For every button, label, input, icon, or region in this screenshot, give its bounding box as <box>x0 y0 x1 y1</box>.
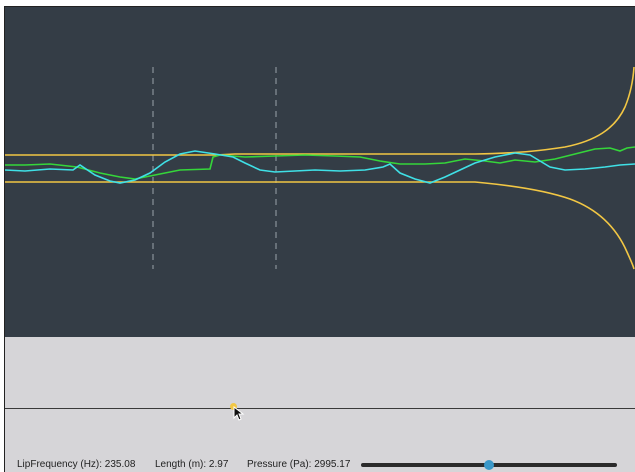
tube-wall-top <box>5 66 635 156</box>
pressure-slider[interactable] <box>361 460 617 470</box>
window-frame <box>4 6 635 472</box>
length-readout: Length (m): 2.97 <box>155 459 229 470</box>
waveform-svg <box>5 66 635 270</box>
control-panel: LipFrequency (Hz): 235.08 Length (m): 2.… <box>5 337 635 472</box>
pressure-wave <box>5 150 635 184</box>
status-bar: LipFrequency (Hz): 235.08 Length (m): 2.… <box>5 457 635 472</box>
pressure-readout: Pressure (Pa): 2995.17 <box>247 459 351 470</box>
tube-wall-bottom <box>5 181 635 270</box>
slider-thumb[interactable] <box>484 460 494 470</box>
velocity-wave <box>5 146 635 180</box>
arrow-cursor-icon <box>233 406 245 421</box>
simulation-canvas[interactable] <box>5 7 635 337</box>
lip-frequency-readout: LipFrequency (Hz): 235.08 <box>17 459 136 470</box>
lip-signal-baseline <box>5 408 635 409</box>
